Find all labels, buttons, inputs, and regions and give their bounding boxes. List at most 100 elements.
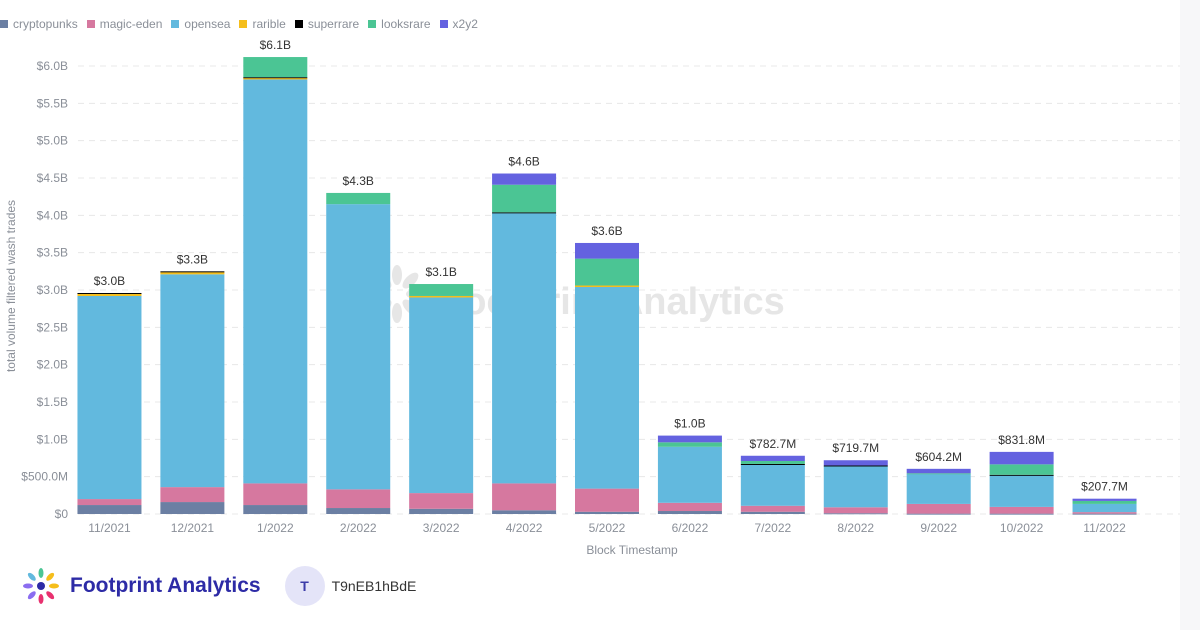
watermark-petal [402, 272, 419, 289]
bar-segment-looksrare [740, 460, 805, 464]
legend-label: x2y2 [452, 17, 478, 31]
y-axis-label: total volume filtered wash trades [4, 200, 18, 372]
bar-segment-opensea [326, 204, 391, 490]
x-tick-label: 5/2022 [589, 521, 626, 535]
total-label: $604.2M [915, 450, 962, 464]
bar-segment-opensea [823, 466, 888, 508]
y-tick-label: $500.0M [21, 470, 68, 484]
avatar[interactable]: T [284, 566, 325, 606]
bar-segment-cryptopunks [409, 508, 474, 514]
total-label: $4.3B [343, 174, 374, 188]
bar-segment-rarible [243, 77, 308, 80]
legend-item-opensea[interactable]: opensea [171, 17, 230, 31]
bar-segment-x2y2 [989, 451, 1054, 465]
legend-swatch [439, 20, 448, 28]
bar-segment-x2y2 [575, 242, 639, 259]
watermark-petal [392, 303, 402, 323]
logo-petal [27, 591, 36, 600]
bar-segment-cryptopunks [740, 511, 805, 514]
total-label: $3.6B [591, 224, 622, 238]
bar-segment-looksrare [1072, 500, 1137, 504]
logo-petal [23, 583, 33, 589]
y-tick-label: $0 [55, 507, 69, 521]
y-tick-label: $3.5B [37, 246, 68, 260]
x-tick-label: 10/2022 [1000, 521, 1044, 535]
total-label: $782.7M [749, 437, 796, 451]
footprint-logo-icon [23, 568, 59, 604]
bar-segment-opensea [657, 446, 722, 503]
legend-item-x2y2[interactable]: x2y2 [439, 17, 478, 31]
y-tick-label: $1.5B [37, 395, 68, 409]
bar-segment-magic-eden [77, 499, 142, 506]
bar-segment-superrare [823, 465, 888, 467]
footer: Footprint Analytics T T9nEB1hBdE [20, 566, 416, 606]
legend-item-cryptopunks[interactable]: cryptopunks [0, 17, 78, 31]
y-tick-label: $4.5B [37, 171, 68, 185]
bar-segment-magic-eden [823, 507, 888, 514]
bar-segment-magic-eden [740, 505, 805, 512]
legend-swatch [0, 20, 8, 28]
legend-item-superrare[interactable]: superrare [294, 17, 360, 31]
bar-segment-superrare [160, 271, 225, 273]
bar-segment-cryptopunks [1072, 513, 1137, 515]
y-tick-label: $4.0B [37, 208, 68, 222]
x-tick-label: 2/2022 [340, 521, 377, 535]
legend-swatch [368, 20, 377, 28]
x-tick-label: 12/2021 [171, 521, 215, 535]
bar-segment-superrare [243, 77, 308, 79]
bar-segment-cryptopunks [575, 511, 639, 514]
legend-item-magic-eden[interactable]: magic-eden [86, 17, 163, 31]
watermark-petal [392, 265, 402, 285]
bar-segment-looksrare [326, 192, 391, 205]
bar-segment-magic-eden [243, 483, 308, 506]
bar-segment-rarible [575, 285, 639, 288]
legend-label: looksrare [381, 17, 431, 31]
total-label: $4.6B [508, 155, 539, 169]
y-tick-label: $5.5B [37, 96, 68, 110]
total-label: $207.7M [1081, 480, 1128, 494]
bar-segment-cryptopunks [989, 513, 1054, 515]
bar-segment-superrare [740, 463, 805, 465]
bar-segment-looksrare [492, 184, 557, 213]
bar-segment-opensea [1072, 503, 1137, 513]
logo-petal [27, 572, 36, 581]
bar-segment-cryptopunks [906, 513, 971, 515]
total-label: $719.7M [832, 441, 879, 455]
bar-segment-opensea [77, 295, 142, 500]
scrollbar-track[interactable] [1180, 0, 1200, 630]
bar-segment-looksrare [409, 284, 474, 296]
total-label: $3.3B [177, 252, 208, 266]
legend-item-rarible[interactable]: rarible [239, 17, 286, 31]
bar-segment-cryptopunks [160, 502, 225, 514]
bar-segment-opensea [989, 475, 1054, 507]
y-tick-label: $3.0B [37, 283, 68, 297]
total-label: $1.0B [674, 417, 705, 431]
username[interactable]: T9nEB1hBdE [331, 578, 417, 594]
bar-segment-cryptopunks [326, 508, 391, 514]
logo-petal [38, 594, 44, 604]
bar-segment-magic-eden [160, 487, 225, 503]
x-tick-label: 7/2022 [754, 521, 791, 535]
y-tick-label: $6.0B [37, 59, 68, 73]
bar-segment-x2y2 [492, 173, 557, 185]
bar-segment-superrare [492, 212, 557, 214]
bar-segment-magic-eden [1072, 512, 1137, 514]
logo-petal [38, 568, 44, 578]
legend-label: superrare [307, 17, 360, 31]
x-tick-label: 3/2022 [423, 521, 460, 535]
bar-segment-opensea [575, 287, 639, 489]
x-tick-label: 6/2022 [672, 521, 709, 535]
bar-segment-cryptopunks [492, 510, 557, 514]
total-label: $3.0B [94, 274, 125, 288]
bar-segment-cryptopunks [657, 511, 722, 514]
legend-label: magic-eden [99, 17, 163, 31]
legend-swatch [171, 20, 180, 28]
bar-segment-rarible [409, 295, 474, 298]
bar-segment-magic-eden [989, 506, 1054, 514]
y-tick-label: $5.0B [37, 134, 68, 148]
bar-segment-x2y2 [740, 455, 805, 461]
bar-segment-rarible [160, 272, 225, 275]
legend-item-looksrare[interactable]: looksrare [368, 17, 431, 31]
total-label: $6.1B [260, 38, 291, 52]
